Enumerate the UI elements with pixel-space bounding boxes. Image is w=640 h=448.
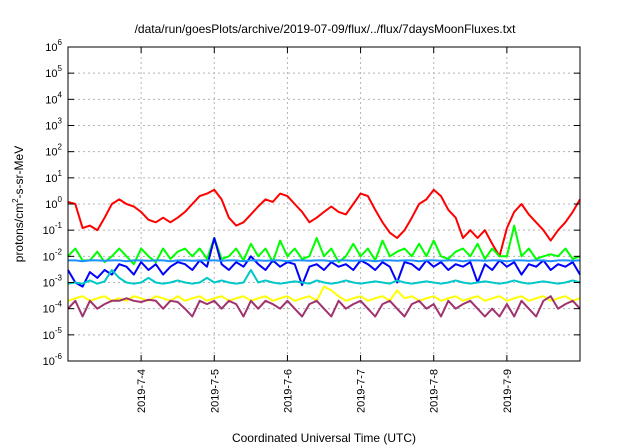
- y-tick-label: 105: [45, 64, 62, 80]
- series-line-6: [68, 287, 580, 301]
- y-tick-label: 104: [45, 90, 62, 106]
- x-tick-label: 2019-7-4: [136, 369, 148, 413]
- y-tick-label: 100: [45, 195, 62, 211]
- y-tick-label: 101: [45, 169, 62, 185]
- y-axis-label-part: -s-sr-MeV: [12, 146, 26, 199]
- y-axis-label-part: protons/cm: [12, 203, 26, 262]
- x-tick-label: 2019-7-7: [356, 369, 368, 413]
- y-tick-label: 10-1: [43, 221, 63, 237]
- y-tick-label: 103: [45, 117, 62, 133]
- series-line-5: [68, 260, 580, 261]
- chart-title: /data/run/goesPlots/archive/2019-07-09/f…: [135, 22, 517, 36]
- y-tick-label: 10-6: [43, 352, 63, 368]
- x-tick-label: 2019-7-8: [429, 369, 441, 413]
- x-tick-label: 2019-7-9: [502, 369, 514, 413]
- chart: /data/run/goesPlots/archive/2019-07-09/f…: [0, 0, 640, 448]
- y-tick-label: 10-3: [43, 274, 63, 290]
- y-tick-label: 10-2: [43, 247, 63, 263]
- series-line-1: [68, 190, 580, 256]
- y-tick-label: 10-5: [43, 326, 63, 342]
- grid: [68, 47, 580, 361]
- x-tick-label: 2019-7-5: [209, 369, 221, 413]
- series-group: [68, 190, 580, 317]
- y-tick-label: 106: [45, 38, 62, 54]
- y-tick-label: 102: [45, 143, 62, 159]
- x-tick-label: 2019-7-6: [282, 369, 294, 413]
- y-tick-label: 10-4: [43, 300, 63, 316]
- x-axis-label: Coordinated Universal Time (UTC): [232, 431, 416, 445]
- series-line-4: [68, 270, 580, 284]
- y-axis-label: protons/cm2-s-sr-MeV: [11, 146, 26, 262]
